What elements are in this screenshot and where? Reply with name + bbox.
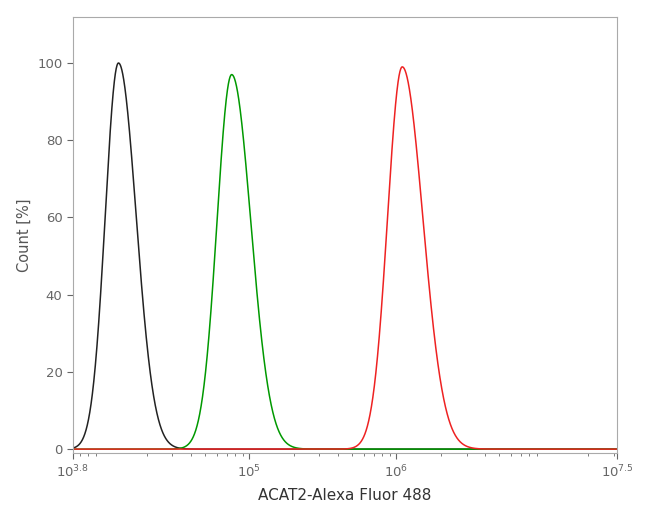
X-axis label: ACAT2-Alexa Fluor 488: ACAT2-Alexa Fluor 488 xyxy=(258,488,432,503)
Y-axis label: Count [%]: Count [%] xyxy=(17,198,32,271)
